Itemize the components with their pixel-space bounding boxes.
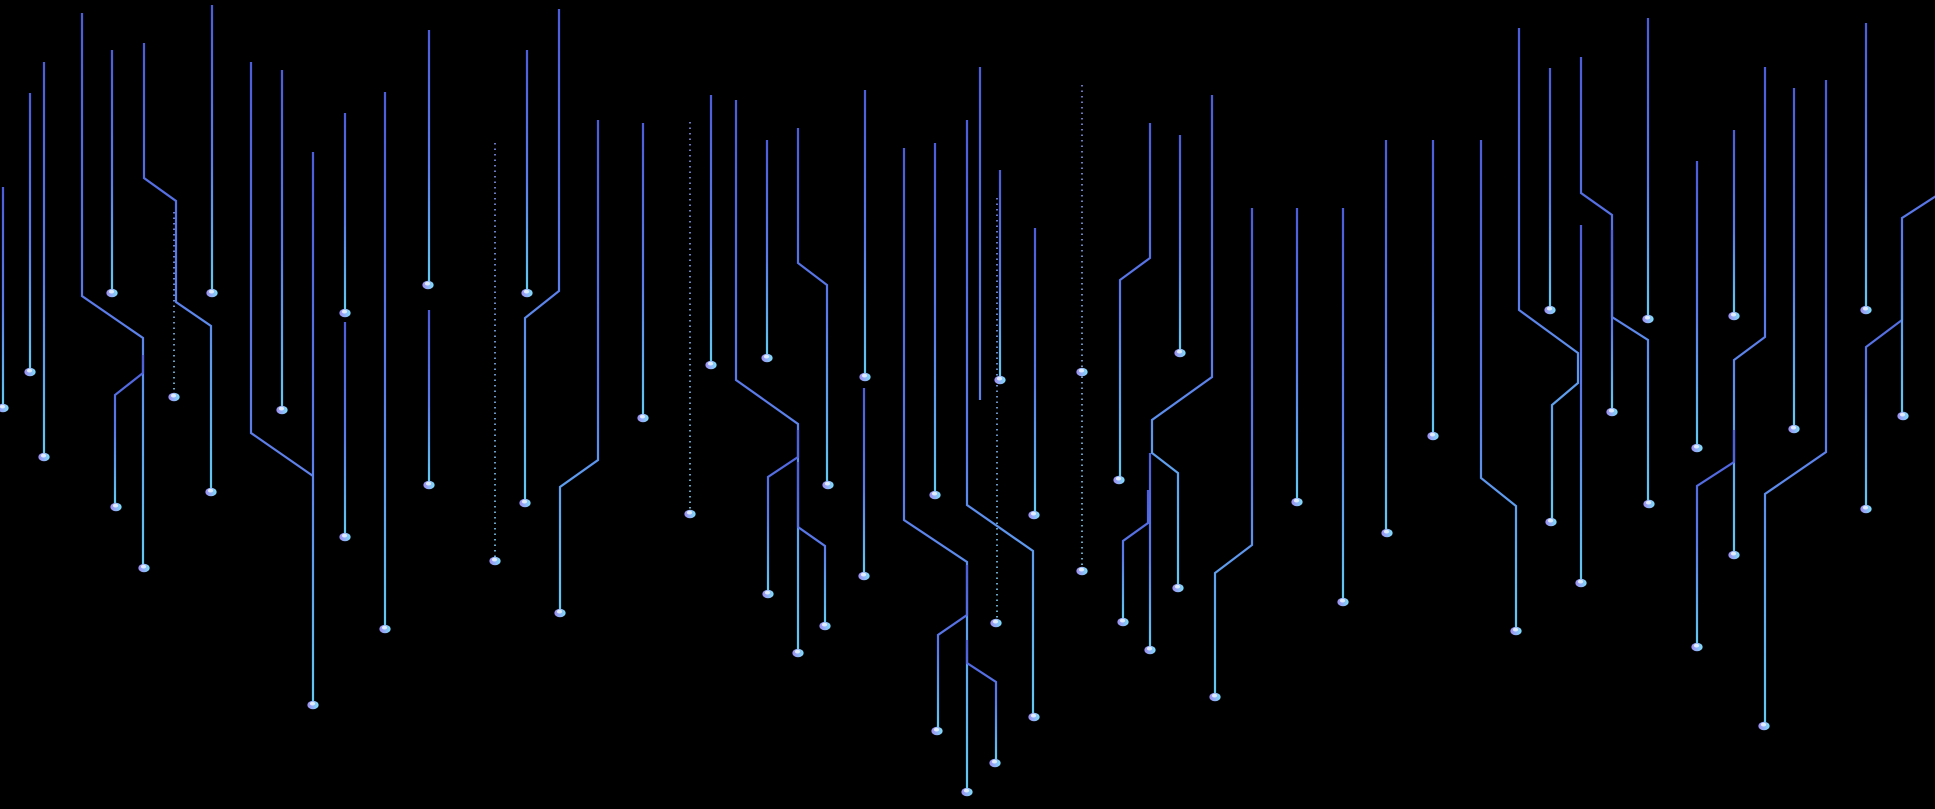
circuit-node-highlight <box>1115 476 1122 481</box>
circuit-node-highlight <box>933 727 940 732</box>
circuit-node-highlight <box>686 510 693 515</box>
circuit-trace <box>558 120 600 609</box>
circuit-trace <box>1150 95 1214 584</box>
circuit-trace <box>142 43 213 488</box>
circuit-trace <box>1732 67 1767 551</box>
circuit-node-highlight <box>1146 646 1153 651</box>
circuit-node-highlight <box>1547 518 1554 523</box>
circuit-trace <box>1517 28 1580 518</box>
circuit-node-highlight <box>931 491 938 496</box>
circuit-trace <box>1121 490 1150 618</box>
circuit-trace <box>1900 40 1935 412</box>
circuit-node-highlight <box>108 289 115 294</box>
circuit-node-highlight <box>381 625 388 630</box>
circuit-node-highlight <box>424 281 431 286</box>
circuit-node-highlight <box>992 619 999 624</box>
circuit-node-highlight <box>1577 579 1584 584</box>
circuit-node-highlight <box>1383 529 1390 534</box>
circuit-node-highlight <box>1730 312 1737 317</box>
circuit-node-highlight <box>639 414 646 419</box>
circuit-trace <box>1118 123 1152 476</box>
circuit-node-highlight <box>1512 627 1519 632</box>
circuit-node-highlight <box>1760 722 1767 727</box>
circuit-trace <box>965 120 1035 713</box>
circuit-node-highlight <box>521 499 528 504</box>
circuit-node-highlight <box>170 393 177 398</box>
circuit-node-highlight <box>1429 432 1436 437</box>
circuit-node-highlight <box>963 788 970 793</box>
circuit-node-highlight <box>1174 584 1181 589</box>
circuit-trace <box>796 462 827 622</box>
circuit-trace <box>796 128 829 481</box>
circuit-trace <box>1479 140 1518 627</box>
circuit-node-highlight <box>556 609 563 614</box>
circuit-trace <box>734 100 800 649</box>
circuit-node-highlight <box>491 557 498 562</box>
circuit-trace <box>1213 208 1254 693</box>
circuit-node-highlight <box>1608 408 1615 413</box>
circuit-node-highlight <box>278 406 285 411</box>
circuit-node-highlight <box>764 590 771 595</box>
circuit-trace <box>113 355 145 503</box>
circuit-node-highlight <box>112 503 119 508</box>
circuit-node-highlight <box>1339 598 1346 603</box>
circuit-node-highlight <box>821 622 828 627</box>
circuit-node-highlight <box>1645 500 1652 505</box>
circuit-trace <box>1695 430 1736 643</box>
circuit-node-highlight <box>1730 551 1737 556</box>
circuit-trace <box>1763 80 1828 722</box>
circuit-trace <box>902 148 969 788</box>
circuit-node-highlight <box>1293 498 1300 503</box>
circuit-node-highlight <box>1078 368 1085 373</box>
circuit-node-highlight <box>1693 444 1700 449</box>
circuit-trace <box>936 565 969 727</box>
circuit-node-highlight <box>1119 618 1126 623</box>
circuit-node-highlight <box>341 309 348 314</box>
circuit-node-highlight <box>824 481 831 486</box>
circuit-node-highlight <box>763 354 770 359</box>
circuit-node-highlight <box>309 701 316 706</box>
circuit-trace <box>80 13 145 564</box>
circuit-node-highlight <box>523 289 530 294</box>
circuit-node-highlight <box>0 404 6 409</box>
circuit-node-highlight <box>1644 315 1651 320</box>
circuit-trace <box>1579 57 1650 500</box>
circuit-node-highlight <box>1790 425 1797 430</box>
circuit-trace <box>523 9 561 499</box>
circuit-node-highlight <box>794 649 801 654</box>
circuit-node-highlight <box>140 564 147 569</box>
circuit-node-highlight <box>40 453 47 458</box>
circuit-trace <box>1864 250 1904 505</box>
circuit-node-highlight <box>1030 713 1037 718</box>
circuit-trace <box>965 640 998 759</box>
circuit-node-highlight <box>1030 511 1037 516</box>
circuit-node-highlight <box>425 481 432 486</box>
circuit-node-highlight <box>1899 412 1906 417</box>
circuit-node-highlight <box>860 572 867 577</box>
circuit-node-highlight <box>861 373 868 378</box>
circuit-trace <box>766 430 800 590</box>
circuit-node-highlight <box>1176 349 1183 354</box>
circuit-node-highlight <box>1546 306 1553 311</box>
circuit-trace <box>249 62 314 477</box>
circuit-node-highlight <box>207 488 214 493</box>
circuit-node-highlight <box>1078 567 1085 572</box>
circuit-node-highlight <box>991 759 998 764</box>
circuit-node-highlight <box>996 376 1003 381</box>
circuit-node-highlight <box>341 533 348 538</box>
circuit-node-highlight <box>26 368 33 373</box>
circuit-node-highlight <box>707 361 714 366</box>
circuit-node-highlight <box>1211 693 1218 698</box>
circuit-node-highlight <box>208 289 215 294</box>
circuit-node-highlight <box>1862 306 1869 311</box>
circuit-node-highlight <box>1693 643 1700 648</box>
circuit-node-highlight <box>1862 505 1869 510</box>
